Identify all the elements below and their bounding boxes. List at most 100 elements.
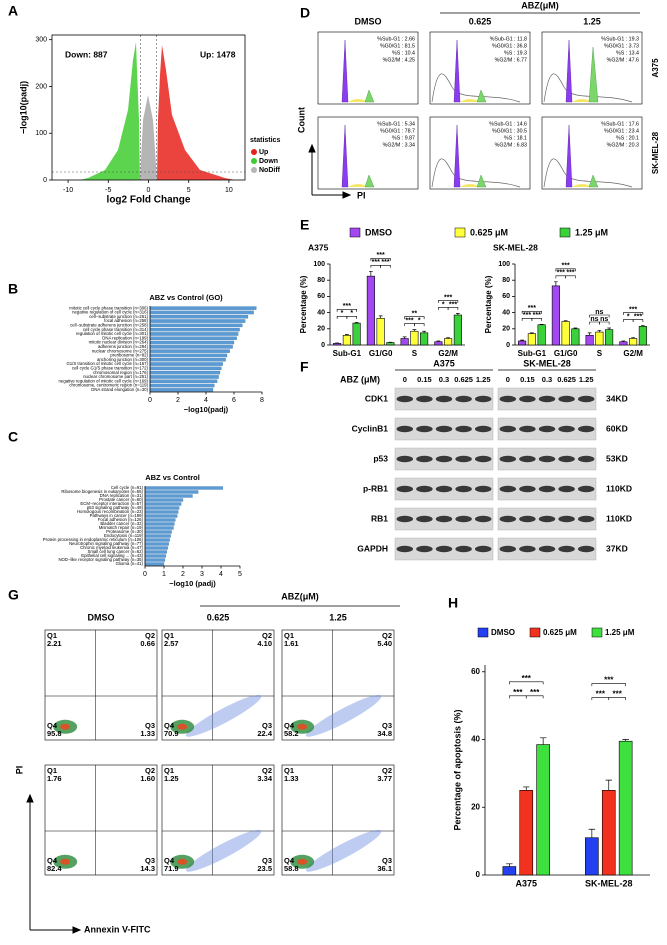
error-bar	[607, 327, 611, 330]
blot-band	[499, 455, 517, 463]
y-tick-label: 300	[35, 37, 47, 44]
bar	[144, 558, 166, 562]
stat-text: %G2/M : 6.83	[495, 142, 527, 148]
category-label: Neurotrophin signaling pathway (n=77)	[69, 541, 143, 546]
quadrant-value: 82.4	[47, 864, 62, 873]
blot-band	[396, 425, 414, 433]
bar	[333, 343, 342, 346]
bar	[571, 328, 580, 346]
quadrant-value: 95.8	[47, 729, 62, 738]
bar	[149, 388, 214, 392]
x-tick-label: 0	[143, 571, 147, 578]
g2m-peak	[476, 89, 487, 103]
quadrant-value: 36.1	[377, 864, 392, 873]
significance-bracket	[521, 311, 542, 314]
g1-peak	[453, 39, 461, 103]
bar	[144, 490, 199, 494]
dose-label: 1.25	[579, 375, 594, 384]
x-axis-label: log2 Fold Change	[107, 195, 191, 206]
bar	[420, 332, 429, 346]
dose-label: 0.15	[417, 375, 432, 384]
quadrant-label: Q2	[382, 766, 392, 775]
g2m-peak	[364, 89, 375, 103]
y-axis-label: Percentage of apoptosis (%)	[452, 709, 462, 830]
panel-letter: G	[8, 587, 19, 603]
blot-band	[396, 395, 414, 403]
column-header: 1.25	[329, 612, 347, 622]
category-label: Focal adhesion (n=126)	[98, 517, 144, 522]
stat-text: %Sub-G1 : 17.6	[601, 121, 639, 127]
significance-label: ***	[604, 676, 614, 685]
legend-marker	[251, 167, 257, 173]
quadrant-value: 4.10	[257, 639, 272, 648]
g1-peak	[341, 124, 349, 188]
blot-band	[435, 395, 453, 403]
significance-label: ***	[562, 263, 570, 270]
dot-cloud	[185, 694, 262, 737]
blot-band	[474, 395, 492, 403]
significance-bracket	[370, 257, 391, 261]
y-tick-label: 0	[321, 342, 325, 349]
y-tick-label: 100	[35, 130, 47, 137]
histogram-frame	[317, 116, 419, 190]
legend-label: Up	[259, 149, 268, 156]
axis-arrows	[26, 143, 352, 934]
blot-band	[435, 485, 453, 493]
significance-label: *	[442, 301, 445, 308]
bar	[149, 358, 226, 362]
significance-label: ***	[528, 305, 536, 312]
significance-label: ***	[533, 312, 541, 319]
significance-label: ***	[613, 690, 623, 699]
x-tick-label: 5	[187, 187, 191, 194]
significance-label: ***	[522, 674, 532, 683]
error-bar	[506, 863, 513, 867]
significance-label: ns	[590, 316, 598, 323]
volcano-clouds	[52, 35, 245, 180]
size-label: 110KD	[606, 513, 632, 523]
g2m-peak	[476, 174, 487, 188]
stat-text: %Sub-G1 : 19.3	[601, 36, 639, 42]
dot-cloud	[185, 829, 262, 872]
blot-band	[538, 425, 556, 433]
y-tick-label: 80	[317, 277, 325, 284]
cell-line-label: SK-MEL-28	[523, 358, 571, 368]
error-bar	[563, 320, 568, 322]
legend-swatch	[529, 627, 541, 638]
bar	[502, 866, 517, 876]
quadrant-label: Q4	[47, 856, 58, 865]
bar	[366, 275, 375, 346]
arrow-head	[342, 191, 352, 199]
dot-cloud	[60, 858, 71, 865]
y-tick-label: 60	[471, 667, 480, 676]
dotplot-frame	[281, 629, 395, 741]
y-tick-label: 40	[502, 309, 510, 316]
blot-band	[474, 515, 492, 523]
significance-label: *	[627, 313, 630, 320]
bar	[149, 362, 223, 366]
stat-text: %G2/M : 47.6	[607, 57, 639, 63]
significance-bracket	[599, 321, 610, 325]
dose-label: 0.625	[557, 375, 576, 384]
y-tick-label: 20	[317, 326, 325, 333]
significance-label: **	[412, 310, 418, 317]
category-label: adherens junction (n=294)	[98, 344, 149, 349]
blot-band	[577, 425, 595, 433]
chart-title: SK-MEL-28	[493, 242, 538, 252]
legend-label: 0.625 μM	[470, 227, 508, 237]
error-bar	[345, 334, 349, 336]
bar	[400, 338, 409, 346]
significance-label: ***	[530, 688, 540, 697]
stat-text: %G2/M : 4.25	[383, 57, 415, 63]
significance-label: ns	[595, 309, 603, 316]
blot-band	[519, 425, 536, 433]
arrow-head	[72, 926, 82, 934]
quadrant-label: Q1	[164, 766, 174, 775]
category-label: ECM−receptor interaction (n=57)	[80, 501, 143, 506]
quadrant-label: Q1	[284, 631, 294, 640]
panel-letter: C	[8, 429, 18, 445]
bar	[618, 740, 633, 876]
blot-band	[474, 485, 492, 493]
bar	[551, 285, 560, 346]
bar	[453, 314, 462, 346]
stat-text: %G0/G1 : 81.5	[380, 43, 415, 49]
